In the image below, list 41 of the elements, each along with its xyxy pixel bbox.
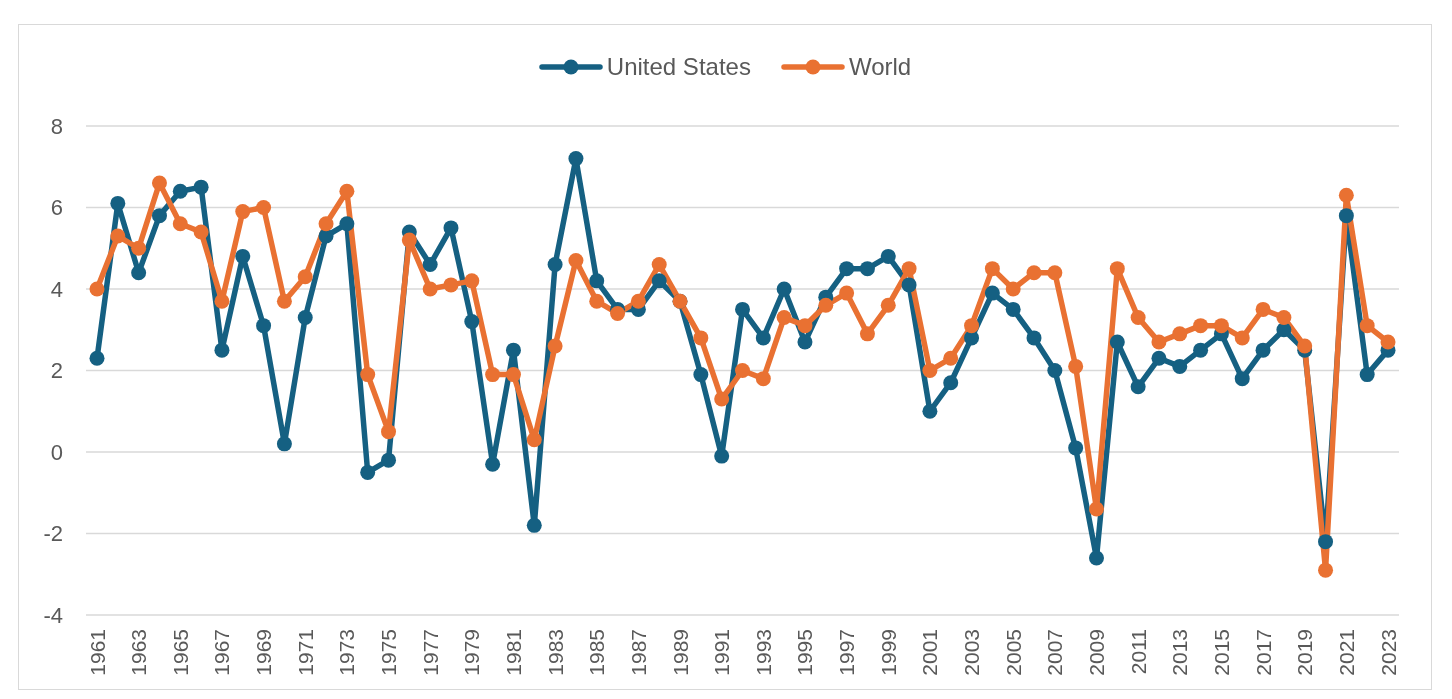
x-tick-label: 2013: [1168, 629, 1192, 676]
legend-label: United States: [606, 53, 751, 81]
y-tick-label: -4: [43, 602, 63, 628]
x-tick-label: 2001: [918, 629, 942, 676]
x-tick-label: 2007: [1043, 629, 1067, 676]
x-tick-label: 1977: [418, 629, 442, 676]
x-tick-label: 2003: [960, 629, 984, 676]
x-tick-label: 1961: [85, 629, 109, 676]
legend-label: World: [848, 53, 912, 81]
x-tick-label: 1979: [460, 629, 484, 676]
x-tick-label: 1981: [501, 629, 525, 676]
x-tick-label: 1973: [335, 629, 359, 676]
x-tick-label: 1983: [543, 629, 567, 676]
y-tick-label: 8: [50, 113, 63, 139]
y-tick-label: 0: [50, 439, 63, 465]
x-tick-label: 1985: [585, 629, 609, 676]
x-tick-label: 1999: [876, 629, 900, 676]
x-tick-label: 2021: [1334, 629, 1358, 676]
x-tick-label: 1965: [168, 629, 192, 676]
x-tick-label: 2017: [1251, 629, 1275, 676]
y-tick-label: 2: [50, 358, 63, 384]
x-tick-label: 1993: [751, 629, 775, 676]
x-tick-label: 2005: [1001, 629, 1025, 676]
x-tick-label: 2023: [1376, 629, 1400, 676]
x-tick-label: 1997: [835, 629, 859, 676]
x-tick-label: 1975: [377, 629, 401, 676]
y-tick-label: -2: [43, 521, 63, 547]
y-tick-label: 6: [50, 195, 63, 221]
x-tick-label: 2011: [1126, 629, 1150, 675]
x-tick-label: 1967: [210, 629, 234, 676]
x-tick-label: 1971: [293, 629, 317, 676]
x-tick-label: 2009: [1084, 629, 1108, 676]
x-tick-label: 1963: [127, 629, 151, 676]
x-tick-label: 1987: [626, 629, 650, 676]
x-tick-label: 1995: [793, 629, 817, 676]
x-tick-label: 2015: [1209, 629, 1233, 676]
x-tick-label: 1989: [668, 629, 692, 676]
x-tick-label: 2019: [1293, 629, 1317, 676]
x-tick-label: 1969: [252, 629, 276, 676]
y-tick-label: 4: [50, 276, 63, 302]
x-tick-label: 1991: [710, 629, 734, 676]
